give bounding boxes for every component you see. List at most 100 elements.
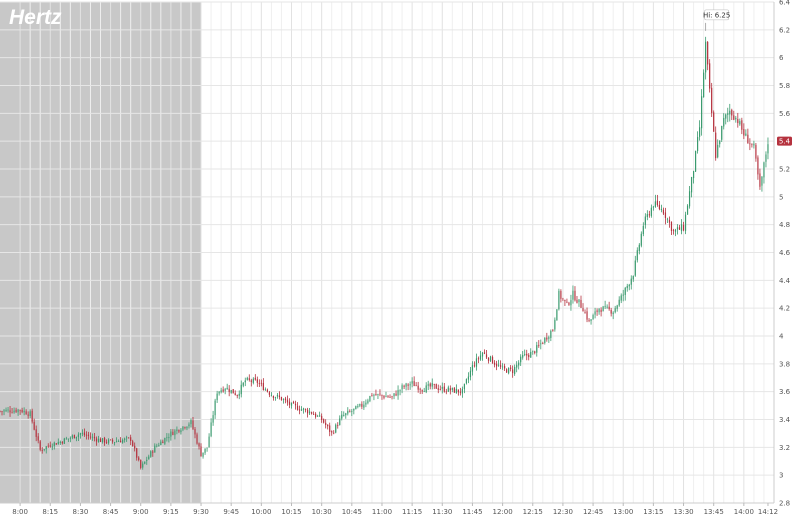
candle-body xyxy=(676,227,679,230)
candle-body xyxy=(526,353,528,356)
candle-body xyxy=(280,397,283,401)
candle-body xyxy=(101,438,104,442)
candle-body xyxy=(727,113,729,115)
candle-body xyxy=(272,396,275,398)
candle-body xyxy=(705,41,707,73)
candle-body xyxy=(443,386,445,392)
candle-body xyxy=(202,452,204,457)
candle-body xyxy=(493,362,496,365)
candle-body xyxy=(566,301,568,303)
candle-body xyxy=(134,445,136,449)
candle-body xyxy=(339,418,341,426)
candle-body xyxy=(568,302,570,305)
annotations: Hi: 6.25 5.4 xyxy=(703,9,792,146)
candle-body xyxy=(449,388,451,391)
candle-body xyxy=(749,143,751,145)
candle-body xyxy=(236,394,238,396)
candle-body xyxy=(216,393,218,401)
x-tick-label: 10:15 xyxy=(281,508,301,516)
candle-body xyxy=(196,434,198,444)
candle-body xyxy=(1,411,3,412)
candle-body xyxy=(353,408,355,411)
x-tick-label: 12:15 xyxy=(523,508,543,516)
candle-body xyxy=(335,424,337,433)
candle-body xyxy=(156,445,158,447)
candle-body xyxy=(467,376,470,380)
candle-body xyxy=(166,437,168,439)
candle-body xyxy=(688,191,691,207)
candle-body xyxy=(83,432,86,436)
candle-body xyxy=(703,72,705,98)
candle-body xyxy=(37,436,39,441)
x-tick-label: 8:00 xyxy=(12,508,28,516)
candle-body xyxy=(516,364,518,368)
candle-body xyxy=(759,173,761,187)
candle-body xyxy=(11,412,13,414)
candle-body xyxy=(574,290,576,301)
candle-body xyxy=(182,426,184,430)
candle-body xyxy=(522,354,524,358)
candle-body xyxy=(79,433,82,435)
candle-body xyxy=(411,381,413,384)
x-tick-label: 12:30 xyxy=(553,508,573,516)
candle-body xyxy=(323,419,325,423)
candle-body xyxy=(767,144,769,154)
y-tick-label: 3.4 xyxy=(779,416,791,424)
candle-body xyxy=(3,410,5,412)
candle-body xyxy=(7,409,9,411)
candle-body xyxy=(357,406,359,407)
candle-body xyxy=(341,414,343,419)
candle-body xyxy=(620,295,622,301)
candle-body xyxy=(419,388,421,390)
x-tick-label: 10:00 xyxy=(251,508,271,516)
x-tick-label: 10:45 xyxy=(342,508,362,516)
candle-body xyxy=(43,449,45,450)
candle-body xyxy=(532,350,534,352)
candle-body xyxy=(0,411,1,412)
candle-body xyxy=(604,305,606,307)
candle-body xyxy=(680,224,683,231)
candle-body xyxy=(598,308,600,313)
candle-body xyxy=(552,330,554,331)
candle-body xyxy=(218,391,220,394)
candle-body xyxy=(87,434,90,436)
candle-body xyxy=(457,389,459,393)
candle-body xyxy=(626,285,628,289)
candle-body xyxy=(292,401,295,404)
candle-body xyxy=(260,382,262,384)
candle-body xyxy=(540,343,542,345)
candle-body xyxy=(116,441,118,443)
candle-body xyxy=(455,388,457,394)
candle-body xyxy=(717,144,719,158)
hi-label: Hi: 6.25 xyxy=(703,11,730,19)
candle-body xyxy=(315,413,317,417)
candle-body xyxy=(359,404,361,406)
candle-body xyxy=(497,364,500,366)
y-tick-label: 6 xyxy=(779,54,784,62)
candle-body xyxy=(158,445,160,447)
candle-body xyxy=(580,299,582,308)
candle-body xyxy=(644,216,646,225)
candle-body xyxy=(405,383,407,387)
candle-body xyxy=(31,410,33,422)
candle-body xyxy=(97,438,100,442)
y-tick-label: 2.8 xyxy=(779,500,790,508)
candle-body xyxy=(81,433,84,435)
candle-body xyxy=(520,356,522,363)
x-tick-label: 11:45 xyxy=(462,508,482,516)
candle-body xyxy=(694,150,697,172)
candle-body xyxy=(682,225,685,231)
candle-body xyxy=(743,129,745,136)
candle-body xyxy=(337,425,339,426)
candle-body xyxy=(33,421,35,430)
candle-body xyxy=(725,114,727,119)
candle-body xyxy=(73,434,75,439)
candle-body xyxy=(672,229,675,231)
candle-body xyxy=(230,390,232,393)
candle-body xyxy=(95,438,98,442)
candle-body xyxy=(707,41,709,65)
candle-body xyxy=(747,134,749,144)
candle-body xyxy=(684,214,687,231)
candle-body xyxy=(214,400,216,416)
candle-body xyxy=(17,409,19,413)
